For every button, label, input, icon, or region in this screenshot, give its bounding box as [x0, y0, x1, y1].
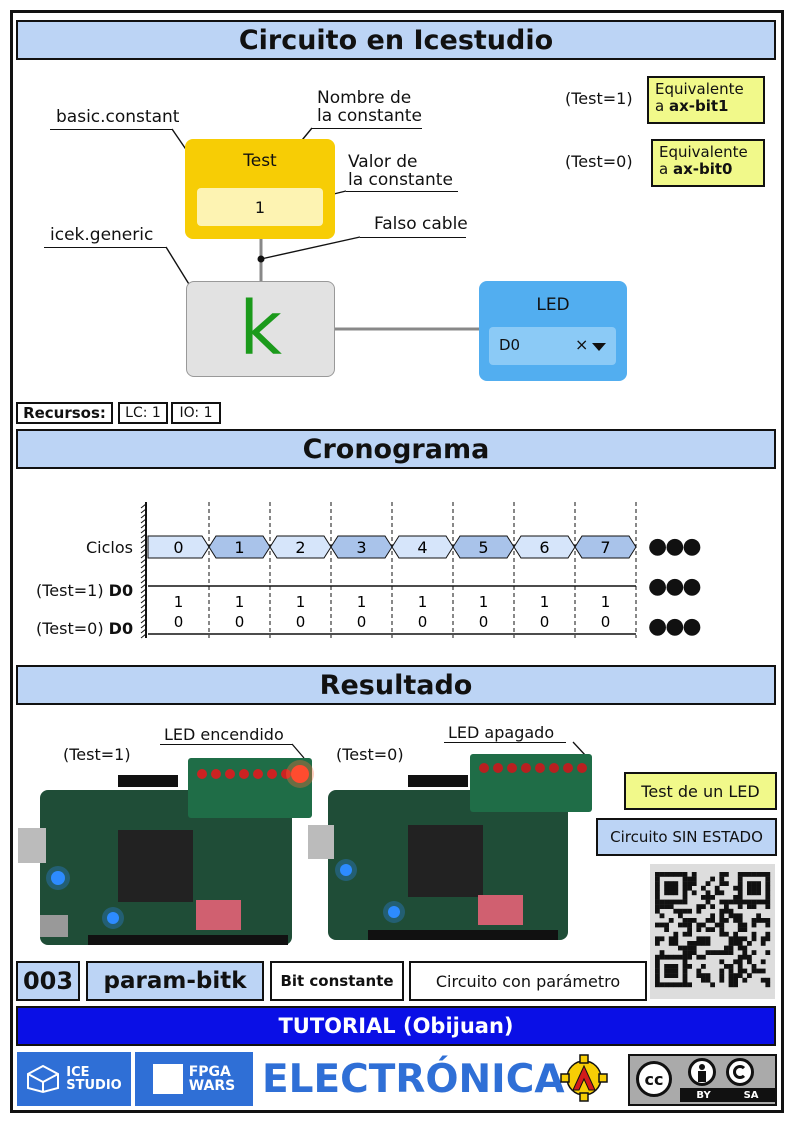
d0-test1-value: 1: [235, 593, 245, 611]
led-off-underline: [444, 742, 566, 743]
cycle-number: 4: [417, 538, 427, 557]
electronica-title: ELECTRÓNICA: [262, 1056, 565, 1102]
qr-code[interactable]: [650, 864, 775, 999]
icestudio-logo: ICE STUDIO: [17, 1052, 131, 1106]
cc-license-badge[interactable]: cc BY SA: [628, 1054, 777, 1106]
result-section-title: Resultado: [16, 665, 776, 705]
d0-test1-value: 1: [296, 593, 306, 611]
cycle-cell: [574, 535, 637, 559]
icek-generic-label: icek.generic: [50, 225, 154, 245]
icek-generic-underline: [44, 247, 166, 248]
row1-ellipsis: ●●●: [648, 574, 702, 599]
clear-icon[interactable]: ×: [575, 335, 589, 354]
result-test0-label: (Test=0): [336, 745, 404, 764]
test0-d0-label: (Test=0) D0: [36, 619, 134, 638]
led-output-block[interactable]: LED D0 ×: [479, 281, 627, 381]
led-on-label: LED encendido: [164, 725, 284, 744]
cycle-number: 6: [539, 538, 549, 557]
d0-test0-value: 0: [601, 613, 611, 631]
board-photo-led-off: [308, 741, 592, 940]
d0-test1-value: 1: [357, 593, 367, 611]
tutorial-name: param-bitk: [86, 961, 264, 1001]
generic-k-block[interactable]: k: [186, 281, 335, 377]
constant-value-field[interactable]: 1: [197, 188, 323, 226]
chronogram: 0 1 2 3 4 5 6 7 1 1 1 1 1 1 1 1 0 0 0 0 0 0 0 0: [140, 502, 637, 639]
result-test1-label: (Test=1): [63, 745, 131, 764]
cycle-number: 2: [295, 538, 305, 557]
cycle-number: 1: [234, 538, 244, 557]
d0-test0-value: 0: [357, 613, 367, 631]
equivalent-bit0-box: Equivalente a ax-bit0: [651, 139, 765, 187]
test1-label: (Test=1): [565, 89, 633, 108]
d0-test0-value: 0: [540, 613, 550, 631]
test-led-box: Test de un LED: [624, 772, 777, 810]
led-off-label: LED apagado: [448, 723, 555, 742]
d0-test1-value: 1: [540, 593, 550, 611]
page-frame: [10, 10, 784, 1113]
constant-name-label-1: Nombre de: [317, 88, 412, 108]
d0-test0-value: 0: [296, 613, 306, 631]
equivalent-bit0-line2: a ax-bit0: [659, 160, 733, 178]
basic-constant-underline: [50, 129, 172, 130]
constant-name-label-2: la constante: [317, 106, 422, 126]
d0-test0-value: 0: [479, 613, 489, 631]
constant-value-label-2: la constante: [348, 170, 453, 190]
led-on-underline: [160, 744, 292, 745]
d0-test1-value: 1: [174, 593, 184, 611]
icestudio-cube-icon: [27, 1064, 60, 1094]
tag-param-circuit: Circuito con parámetro: [409, 961, 647, 1001]
equivalent-bit0-line1: Equivalente: [659, 143, 748, 161]
cc-icon: cc: [636, 1061, 672, 1097]
board-photo-led-on: [18, 743, 314, 945]
cycle-number: 5: [478, 538, 488, 557]
row0-ellipsis: ●●●: [648, 614, 702, 639]
basic-constant-label: basic.constant: [56, 107, 180, 127]
cycles-label: Ciclos: [86, 538, 133, 557]
constant-name-underline: [312, 128, 422, 129]
constant-block[interactable]: Test 1: [185, 139, 335, 239]
led-pin-select[interactable]: D0 ×: [489, 327, 616, 365]
circuit-wires: [165, 127, 480, 331]
cc-terms: BY SA: [680, 1088, 775, 1102]
constant-value-underline: [346, 191, 458, 192]
d0-test0-value: 0: [418, 613, 428, 631]
equivalent-bit1-box: Equivalente a ax-bit1: [647, 76, 765, 124]
d0-test1-value: 1: [479, 593, 489, 611]
fpgawars-logo: FPGA WARS: [135, 1052, 253, 1106]
test0-label: (Test=0): [565, 152, 633, 171]
resources-io: IO: 1: [171, 402, 221, 424]
board-photos: [18, 741, 592, 945]
d0-test0-value: 0: [235, 613, 245, 631]
resources-lc: LC: 1: [118, 402, 168, 424]
chevron-down-icon[interactable]: [592, 343, 606, 352]
fake-wire-label: Falso cable: [374, 214, 468, 234]
d0-test1-value: 1: [601, 593, 611, 611]
resources-label: Recursos:: [16, 402, 113, 424]
circuit-section-title: Circuito en Icestudio: [16, 20, 776, 60]
equivalent-bit1-line1: Equivalente: [655, 80, 744, 98]
d0-test1-value: 1: [418, 593, 428, 611]
cycle-number: 0: [173, 538, 183, 557]
cycle-number: 7: [600, 538, 610, 557]
stateless-circuit-box: Circuito SIN ESTADO: [596, 818, 777, 856]
led-block-title: LED: [536, 295, 570, 315]
led-pin-value: D0: [499, 336, 521, 354]
tutorial-banner: TUTORIAL (Obijuan): [16, 1006, 776, 1046]
tutorial-number: 003: [16, 961, 80, 1001]
chronogram-section-title: Cronograma: [16, 429, 776, 469]
test1-d0-label: (Test=1) D0: [36, 581, 134, 600]
constant-value-label-1: Valor de: [348, 152, 418, 172]
equivalent-bit1-line2: a ax-bit1: [655, 97, 729, 115]
cycle-number: 3: [356, 538, 366, 557]
tag-constant-bit: Bit constante: [270, 961, 404, 1001]
by-person-icon: [688, 1058, 716, 1086]
fpgawars-square-icon: [152, 1064, 183, 1094]
d0-test0-value: 0: [174, 613, 184, 631]
gear-a-logo-icon: [560, 1054, 608, 1102]
constant-name: Test: [243, 151, 277, 171]
fake-wire-underline: [360, 237, 466, 238]
cycle-cell: [147, 535, 210, 559]
sa-share-icon: [726, 1058, 754, 1086]
cycles-ellipsis: ●●●: [648, 534, 702, 559]
